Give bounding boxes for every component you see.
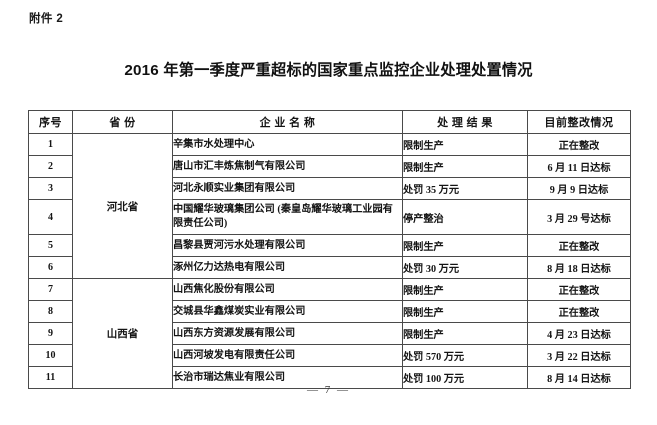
cell-result: 限制生产 <box>402 155 528 178</box>
cell-result: 处罚 30 万元 <box>402 256 528 279</box>
cell-status: 8 月 18 日达标 <box>527 256 631 279</box>
table-row: 1 河北省 辛集市水处理中心 限制生产 正在整改 <box>28 133 631 279</box>
cell-status: 8 月 14 日达标 <box>527 366 631 389</box>
cell-enterprise-name: 涿州亿力达热电有限公司 <box>172 256 403 279</box>
cell-enterprise-name: 中国耀华玻璃集团公司 (秦皇岛耀华玻璃工业园有限责任公司) <box>172 199 403 235</box>
cell-result: 限制生产 <box>402 133 528 156</box>
page-number: — 7 — <box>307 384 350 396</box>
cell-enterprise-name: 河北永顺实业集团有限公司 <box>172 177 403 200</box>
enterprise-table-container: 序号 省 份 企 业 名 称 处 理 结 果 目前整改情况 1 河北省 辛集市水处理… <box>28 110 631 389</box>
cell-result: 限制生产 <box>402 322 528 345</box>
table-header-row: 序号 省 份 企 业 名 称 处 理 结 果 目前整改情况 <box>28 110 631 134</box>
table-row: 7 山西省 山西焦化股份有限公司 限制生产 正在整改 <box>28 278 631 389</box>
table-body: 1 河北省 辛集市水处理中心 限制生产 正在整改 2 唐山市汇丰炼焦制气有限公司 限制生产 6 … <box>28 133 631 389</box>
cell-result: 处罚 35 万元 <box>402 177 528 200</box>
table-row: 8 交城县华鑫煤炭实业有限公司 限制生产 正在整改 <box>28 300 631 323</box>
cell-enterprise-name: 唐山市汇丰炼焦制气有限公司 <box>172 155 403 178</box>
cell-index: 4 <box>28 199 73 235</box>
cell-result: 限制生产 <box>402 234 528 257</box>
attachment-label: 附件 2 <box>29 13 64 25</box>
cell-enterprise-name: 交城县华鑫煤炭实业有限公司 <box>172 300 403 323</box>
cell-status: 正在整改 <box>527 300 631 323</box>
cell-enterprise-name: 辛集市水处理中心 <box>172 133 403 156</box>
cell-province: 山西省 <box>72 278 173 389</box>
cell-enterprise-name: 昌黎县贾河污水处理有限公司 <box>172 234 403 257</box>
table-header: 序号 省 份 企 业 名 称 处 理 结 果 目前整改情况 <box>28 110 631 134</box>
cell-status: 9 月 9 日达标 <box>527 177 631 200</box>
cell-index: 6 <box>28 256 73 279</box>
cell-status: 3 月 22 日达标 <box>527 344 631 367</box>
cell-index: 3 <box>28 177 73 200</box>
cell-result: 处罚 570 万元 <box>402 344 528 367</box>
cell-index: 11 <box>28 366 73 389</box>
column-header-enterprise: 企 业 名 称 <box>172 110 403 134</box>
cell-index: 1 <box>28 133 73 156</box>
cell-result: 停产整治 <box>402 199 528 235</box>
cell-index: 8 <box>28 300 73 323</box>
cell-index: 2 <box>28 155 73 178</box>
enterprise-table: 序号 省 份 企 业 名 称 处 理 结 果 目前整改情况 1 河北省 辛集市水处理… <box>28 110 631 389</box>
table-row: 11 长治市瑞达焦业有限公司 处罚 100 万元 8 月 14 日达标 <box>28 366 631 389</box>
cell-index: 5 <box>28 234 73 257</box>
cell-status: 6 月 11 日达标 <box>527 155 631 178</box>
cell-status: 4 月 23 日达标 <box>527 322 631 345</box>
column-header-result: 处 理 结 果 <box>402 110 528 134</box>
column-header-province: 省 份 <box>72 110 173 134</box>
cell-result: 限制生产 <box>402 278 528 301</box>
cell-province: 河北省 <box>72 133 173 279</box>
cell-status: 3 月 29 号达标 <box>527 199 631 235</box>
cell-result: 限制生产 <box>402 300 528 323</box>
column-header-status: 目前整改情况 <box>527 110 631 134</box>
cell-status: 正在整改 <box>527 278 631 301</box>
table-row: 9 山西东方资源发展有限公司 限制生产 4 月 23 日达标 <box>28 322 631 345</box>
page-title: 2016 年第一季度严重超标的国家重点监控企业处理处置情况 <box>124 62 533 79</box>
cell-enterprise-name: 山西焦化股份有限公司 <box>172 278 403 301</box>
table-row: 5 昌黎县贾河污水处理有限公司 限制生产 正在整改 <box>28 234 631 257</box>
cell-enterprise-name: 山西东方资源发展有限公司 <box>172 322 403 345</box>
cell-enterprise-name: 山西河坡发电有限责任公司 <box>172 344 403 367</box>
table-row: 4 中国耀华玻璃集团公司 (秦皇岛耀华玻璃工业园有限责任公司) 停产整治 3 月 29… <box>28 199 631 235</box>
cell-status: 正在整改 <box>527 133 631 156</box>
table-row: 6 涿州亿力达热电有限公司 处罚 30 万元 8 月 18 日达标 <box>28 256 631 279</box>
column-header-index: 序号 <box>28 110 73 134</box>
cell-index: 10 <box>28 344 73 367</box>
cell-index: 7 <box>28 278 73 301</box>
cell-status: 正在整改 <box>527 234 631 257</box>
table-row: 2 唐山市汇丰炼焦制气有限公司 限制生产 6 月 11 日达标 <box>28 155 631 178</box>
cell-index: 9 <box>28 322 73 345</box>
